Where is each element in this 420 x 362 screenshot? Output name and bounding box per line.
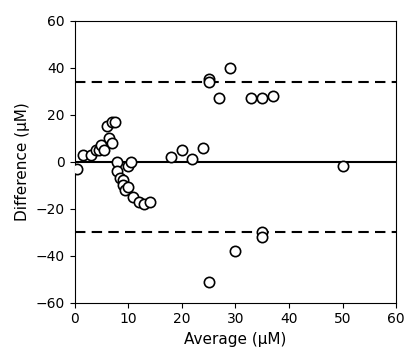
- Point: [114, 168, 121, 174]
- Point: [95, 147, 102, 153]
- Y-axis label: Difference (μM): Difference (μM): [15, 102, 30, 221]
- Point: [103, 123, 110, 129]
- Point: [119, 177, 126, 183]
- Point: [111, 119, 118, 125]
- Point: [146, 199, 153, 205]
- Point: [200, 144, 207, 150]
- Point: [259, 229, 265, 235]
- Point: [259, 95, 265, 101]
- Point: [109, 119, 116, 125]
- Point: [74, 166, 81, 172]
- Point: [109, 140, 116, 146]
- Point: [168, 154, 174, 160]
- Point: [216, 95, 223, 101]
- Point: [125, 163, 131, 169]
- Point: [93, 147, 100, 153]
- Point: [227, 65, 234, 71]
- X-axis label: Average (μM): Average (μM): [184, 332, 286, 347]
- Point: [270, 93, 276, 99]
- Point: [205, 76, 212, 82]
- Point: [125, 185, 131, 190]
- Point: [106, 135, 113, 141]
- Point: [205, 279, 212, 285]
- Point: [189, 156, 196, 162]
- Point: [205, 79, 212, 85]
- Point: [79, 152, 86, 157]
- Point: [127, 159, 134, 164]
- Point: [101, 147, 108, 153]
- Point: [87, 152, 94, 157]
- Point: [119, 182, 126, 188]
- Point: [248, 95, 255, 101]
- Point: [339, 163, 346, 169]
- Point: [130, 194, 137, 200]
- Point: [117, 175, 123, 181]
- Point: [114, 159, 121, 164]
- Point: [259, 234, 265, 240]
- Point: [178, 147, 185, 153]
- Point: [232, 248, 239, 254]
- Point: [122, 187, 129, 193]
- Point: [141, 201, 147, 207]
- Point: [98, 142, 105, 148]
- Point: [136, 199, 142, 205]
